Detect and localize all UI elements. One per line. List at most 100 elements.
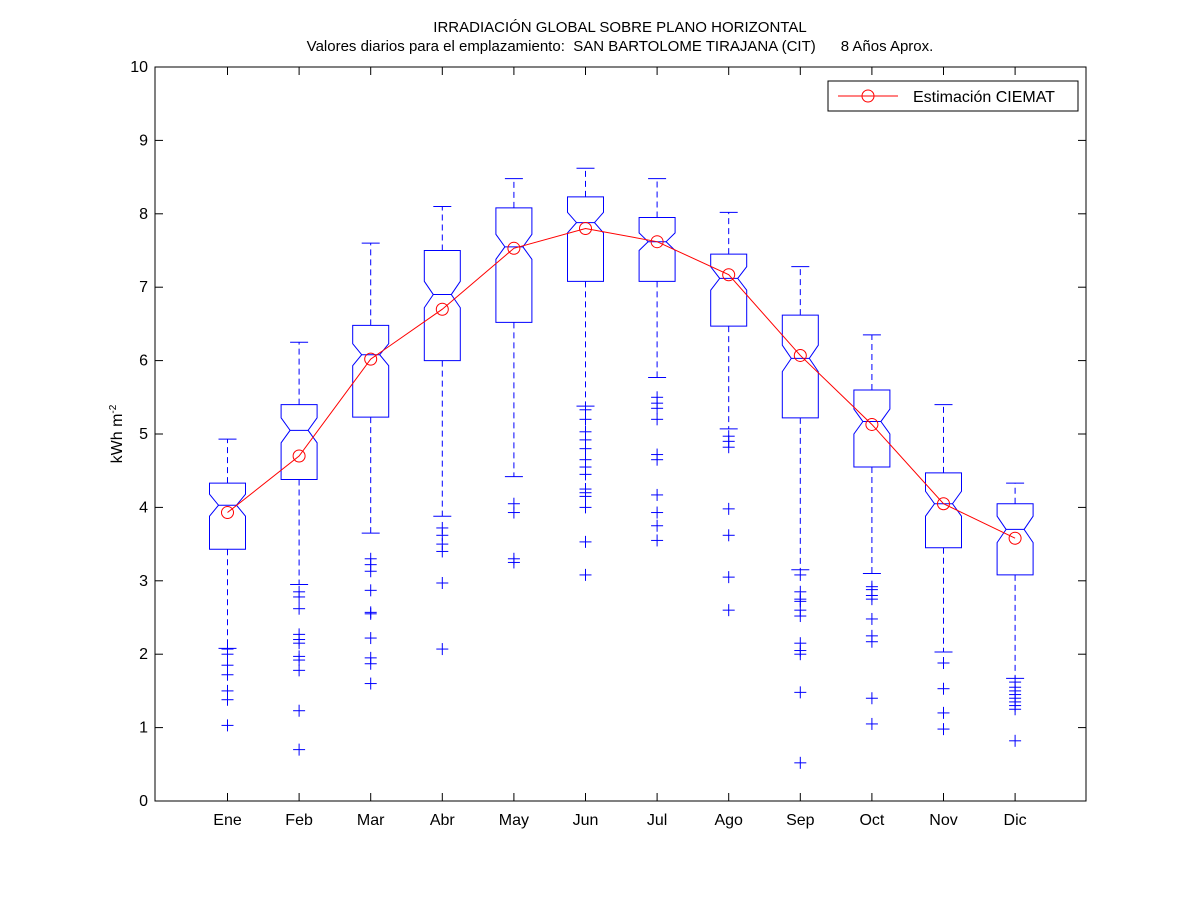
y-tick-label: 7 [139, 279, 148, 296]
outlier-point [436, 577, 449, 590]
x-tick-label: Nov [929, 812, 957, 829]
outlier-point [293, 602, 306, 615]
boxplot-jul [638, 178, 676, 547]
chart-subtitle: Valores diarios para el emplazamiento: S… [306, 38, 934, 55]
series-point [793, 348, 807, 362]
series-point [579, 221, 592, 235]
outlier-point [722, 604, 735, 617]
y-axis-label-text: kWh m [109, 414, 126, 464]
outlier-point [579, 535, 592, 548]
legend: Estimación CIEMAT [827, 80, 1079, 112]
boxplot-nov [925, 404, 962, 736]
outlier-point [865, 612, 878, 625]
boxplot-dic [996, 482, 1034, 747]
outlier-point [364, 657, 377, 670]
y-tick-label: 5 [139, 426, 148, 443]
outlier-point [221, 719, 234, 732]
y-tick-label: 8 [139, 206, 148, 223]
legend-marker-sample [861, 89, 875, 103]
outlier-point [293, 637, 306, 650]
boxplot-may [495, 178, 533, 569]
outlier-point [794, 686, 807, 699]
x-tick-label: May [499, 812, 529, 829]
x-tick-label: Oct [859, 812, 884, 829]
series-point [292, 449, 306, 463]
outlier-point [293, 590, 306, 603]
outlier-point [937, 723, 950, 736]
outlier-point [579, 468, 592, 481]
outlier-point [651, 488, 664, 501]
x-tick-label: Jul [647, 812, 667, 829]
outlier-point [651, 413, 664, 426]
outlier-point [507, 506, 520, 519]
boxplot-jun [567, 167, 604, 581]
box-notched [853, 389, 891, 468]
box-notched [638, 216, 676, 282]
box-notched [423, 250, 461, 362]
outlier-point [794, 756, 807, 769]
series-point [221, 506, 234, 520]
chart-title: IRRADIACIÓN GLOBAL SOBRE PLANO HORIZONTA… [433, 19, 807, 36]
outlier-point [293, 654, 306, 667]
outlier-point [722, 529, 735, 542]
box-notched [567, 196, 604, 282]
boxplot-sep [781, 266, 819, 769]
box-notched [781, 314, 819, 419]
outlier-point [937, 657, 950, 670]
y-tick-label: 1 [139, 720, 148, 737]
x-tick-label: Sep [786, 812, 815, 829]
outlier-point [651, 402, 664, 415]
outlier-point [865, 635, 878, 648]
box-notched [352, 324, 390, 418]
outlier-point [436, 545, 449, 558]
outlier-point [1009, 734, 1022, 747]
box-notched [495, 207, 533, 323]
x-tick-label: Abr [430, 812, 456, 829]
outlier-point [579, 568, 592, 581]
box-notched [996, 503, 1034, 576]
outlier-point [221, 693, 234, 706]
outlier-point [293, 664, 306, 677]
outlier-point [651, 453, 664, 466]
box-notched [925, 472, 962, 549]
y-tick-label: 6 [139, 353, 148, 370]
outlier-point [364, 632, 377, 645]
outlier-point [937, 682, 950, 695]
series-point [1008, 531, 1022, 545]
outlier-point [722, 441, 735, 454]
outlier-point [937, 706, 950, 719]
box-notched [209, 482, 246, 550]
outlier-point [364, 677, 377, 690]
y-tick-label: 0 [139, 793, 148, 810]
y-tick-label: 3 [139, 573, 148, 590]
outlier-point [579, 442, 592, 455]
outlier-point [507, 556, 520, 569]
outlier-point [651, 519, 664, 532]
outlier-point [436, 643, 449, 656]
x-tick-label: Ago [714, 812, 743, 829]
plot-frame [154, 66, 1087, 802]
outlier-point [722, 571, 735, 584]
series-point [435, 302, 449, 316]
outlier-point [865, 717, 878, 730]
y-tick-label: 2 [139, 646, 148, 663]
series-layer [221, 221, 1022, 545]
outlier-point [579, 501, 592, 514]
outlier-point [722, 502, 735, 515]
boxplot-ene [209, 438, 246, 732]
outlier-point [794, 610, 807, 623]
y-tick-label: 9 [139, 132, 148, 149]
x-tick-label: Feb [285, 812, 313, 829]
outlier-point [364, 565, 377, 578]
series-point [722, 268, 736, 282]
x-tick-label: Dic [1004, 812, 1027, 829]
y-tick-label: 4 [139, 499, 148, 516]
outlier-point [1009, 703, 1022, 716]
outlier-point [794, 648, 807, 661]
x-tick-label: Mar [357, 812, 385, 829]
outlier-point [651, 534, 664, 547]
x-tick-label: Jun [573, 812, 599, 829]
y-axis-label-superscript: -2 [108, 404, 119, 413]
boxplot-ago [710, 211, 748, 617]
chart-title-block: IRRADIACIÓN GLOBAL SOBRE PLANO HORIZONTA… [0, 18, 1200, 56]
